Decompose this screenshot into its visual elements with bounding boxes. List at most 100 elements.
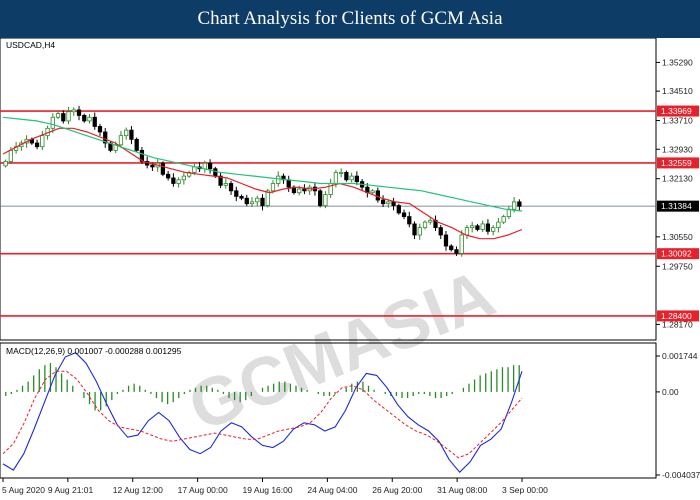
candle-body (255, 197, 260, 203)
time-axis-tick-label: 12 Aug 12:00 (113, 485, 163, 495)
candle-body (449, 245, 454, 251)
candle-body (40, 135, 45, 148)
level-label: 1.32559 (661, 158, 692, 168)
candle-body (87, 116, 92, 122)
candle-body (428, 219, 433, 223)
candle-body (396, 205, 401, 214)
candle-body (370, 190, 375, 194)
candle-body (339, 172, 344, 174)
candle-body (150, 164, 155, 168)
candle-body (454, 249, 459, 254)
candle-body (375, 190, 380, 201)
level-label-box (657, 200, 699, 212)
level-label: 1.30092 (661, 249, 692, 259)
moving-average-green (2, 116, 523, 212)
candle-body (223, 183, 228, 186)
level-label: 1.28400 (661, 311, 692, 321)
price-axis-tick-label: 1.35290 (662, 57, 693, 67)
candle-body (323, 194, 328, 206)
candle-body (92, 116, 97, 127)
candle-body (218, 175, 223, 186)
time-axis-tick-label: 17 Aug 00:00 (178, 485, 228, 495)
macd-axis-tick-label: 0.00 (662, 387, 679, 397)
candle-body (213, 168, 218, 177)
time-axis-tick-label: 9 Aug 21:01 (48, 485, 94, 495)
price-axis-tick-label: 1.29750 (662, 261, 693, 271)
time-axis-tick-label: 3 Sep 00:00 (502, 485, 548, 495)
candle-body (124, 129, 129, 137)
candle-body (8, 149, 13, 162)
candle-body (176, 179, 181, 184)
candle-body (391, 201, 396, 206)
candle-body (496, 221, 501, 229)
candle-body (66, 111, 71, 122)
candle-body (470, 225, 475, 229)
candle-body (417, 227, 422, 236)
candle-body (129, 129, 134, 140)
candle-body (249, 201, 255, 205)
level-label-box (657, 105, 699, 117)
price-axis-tick-label: 1.30550 (662, 232, 693, 242)
candle-body (349, 175, 354, 181)
candle-body (234, 190, 239, 197)
candle-body (386, 201, 391, 205)
candle-body (491, 227, 496, 232)
candle-body (286, 179, 291, 188)
candle-body (160, 162, 166, 175)
candle-body (76, 109, 82, 116)
time-axis-tick-label: 19 Aug 16:00 (243, 485, 293, 495)
level-label: 1.31384 (661, 201, 692, 211)
candle-body (297, 188, 302, 194)
symbol-label: USDCAD,H4 (6, 40, 55, 50)
candle-body (166, 173, 171, 179)
chart-banner-title: Chart Analysis for Clients of GCM Asia (0, 0, 700, 38)
candle-body (464, 227, 470, 236)
time-axis-tick-label: 26 Aug 20:00 (372, 485, 422, 495)
candle-body (118, 135, 124, 146)
candle-body (302, 188, 307, 192)
time-axis-tick-label: 5 Aug 2020 (2, 485, 45, 495)
level-label: 1.33969 (661, 106, 692, 116)
candle-body (318, 190, 323, 206)
candle-body (512, 201, 517, 210)
macd-axis-tick-label: 0.001744 (662, 351, 698, 361)
price-axis-tick-label: 1.32930 (662, 144, 693, 154)
candle-body (412, 223, 417, 236)
price-axis-tick-label: 1.32130 (662, 174, 693, 184)
candle-body (333, 172, 339, 184)
candle-body (459, 234, 464, 254)
candle-body (181, 175, 186, 181)
candle-body (171, 177, 176, 184)
candle-body (228, 183, 234, 192)
candle-body (192, 166, 197, 173)
price-axis-tick-label: 1.34510 (662, 86, 693, 96)
time-axis-tick-label: 24 Aug 04:00 (307, 485, 357, 495)
candle-body (134, 138, 139, 151)
level-label-box (657, 310, 699, 322)
candle-body (380, 199, 386, 205)
candle-body (265, 190, 270, 206)
candle-body (71, 109, 76, 113)
candle-body (244, 197, 249, 205)
candle-body (270, 183, 276, 192)
candle-body (480, 223, 485, 230)
candle-body (501, 216, 506, 223)
price-panel (0, 38, 657, 341)
macd-label: MACD(12,26,9) 0.001007 -0.000288 0.00129… (6, 346, 182, 356)
candle-body (202, 162, 207, 170)
time-axis-tick-label: 31 Aug 08:00 (437, 485, 487, 495)
candle-body (475, 225, 480, 230)
candle-body (3, 161, 8, 167)
candle-body (517, 201, 522, 207)
candle-body (34, 142, 40, 148)
candle-body (401, 212, 407, 217)
candle-body (207, 162, 213, 170)
candle-body (485, 223, 491, 232)
candle-body (443, 234, 449, 247)
candle-body (438, 227, 443, 236)
candle-body (354, 175, 359, 183)
candle-body (82, 115, 87, 122)
candle-body (139, 149, 145, 162)
candle-body (61, 113, 66, 122)
candle-body (260, 197, 265, 206)
